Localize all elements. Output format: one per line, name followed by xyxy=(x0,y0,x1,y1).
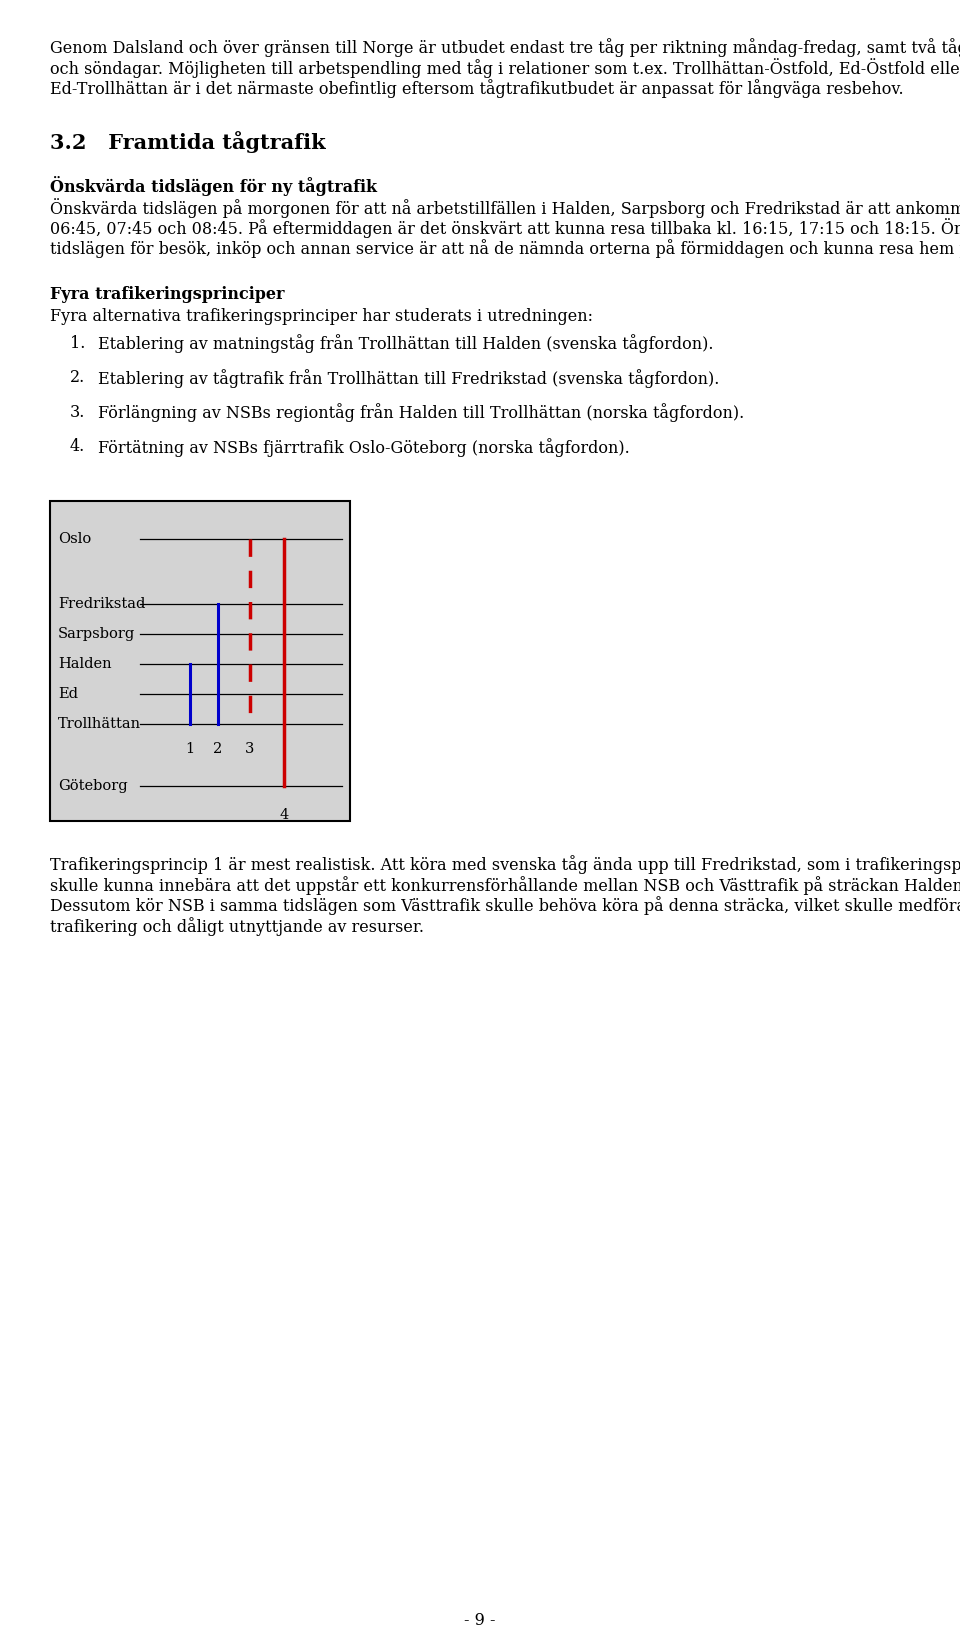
Text: 1: 1 xyxy=(185,741,195,756)
Text: Trafikeringsprincip 1 är mest realistisk. Att köra med svenska tåg ända upp till: Trafikeringsprincip 1 är mest realistisk… xyxy=(50,855,960,875)
Text: Halden: Halden xyxy=(58,657,111,670)
Text: tidslägen för besök, inköp och annan service är att nå de nämnda orterna på förm: tidslägen för besök, inköp och annan ser… xyxy=(50,239,960,258)
Bar xyxy=(50,500,350,821)
Text: - 9 -: - 9 - xyxy=(465,1611,495,1630)
Text: Genom Dalsland och över gränsen till Norge är utbudet endast tre tåg per riktnin: Genom Dalsland och över gränsen till Nor… xyxy=(50,38,960,56)
Text: Dessutom kör NSB i samma tidslägen som Västtrafik skulle behöva köra på denna st: Dessutom kör NSB i samma tidslägen som V… xyxy=(50,896,960,915)
Text: Förlängning av NSBs regiontåg från Halden till Trollhättan (norska tågfordon).: Förlängning av NSBs regiontåg från Halde… xyxy=(98,403,744,423)
Text: 3: 3 xyxy=(246,741,254,756)
Text: Önskvärda tidslägen för ny tågtrafik: Önskvärda tidslägen för ny tågtrafik xyxy=(50,175,377,195)
Text: och söndagar. Möjligheten till arbetspendling med tåg i relationer som t.ex. Tro: och söndagar. Möjligheten till arbetspen… xyxy=(50,58,960,78)
Text: Oslo: Oslo xyxy=(58,532,91,545)
Text: Önskvärda tidslägen på morgonen för att nå arbetstillfällen i Halden, Sarpsborg : Önskvärda tidslägen på morgonen för att … xyxy=(50,198,960,218)
Text: 4: 4 xyxy=(279,807,289,822)
Text: Etablering av matningståg från Trollhättan till Halden (svenska tågfordon).: Etablering av matningståg från Trollhätt… xyxy=(98,335,713,353)
Text: 2.: 2. xyxy=(70,370,85,386)
Text: 1.: 1. xyxy=(70,335,85,352)
Text: Ed-Trollhättan är i det närmaste obefintlig eftersom tågtrafikutbudet är anpassa: Ed-Trollhättan är i det närmaste obefint… xyxy=(50,79,903,97)
Text: skulle kunna innebära att det uppstår ett konkurrensförhållande mellan NSB och V: skulle kunna innebära att det uppstår et… xyxy=(50,877,960,895)
Text: Fyra alternativa trafikeringsprinciper har studerats i utredningen:: Fyra alternativa trafikeringsprinciper h… xyxy=(50,309,593,325)
Text: 06:45, 07:45 och 08:45. På eftermiddagen är det önskvärt att kunna resa tillbaka: 06:45, 07:45 och 08:45. På eftermiddagen… xyxy=(50,218,960,238)
Text: 2: 2 xyxy=(213,741,223,756)
Text: Trollhättan: Trollhättan xyxy=(58,717,141,730)
Text: Förtätning av NSBs fjärrtrafik Oslo-Göteborg (norska tågfordon).: Förtätning av NSBs fjärrtrafik Oslo-Göte… xyxy=(98,438,630,457)
Text: Fyra trafikeringsprinciper: Fyra trafikeringsprinciper xyxy=(50,286,284,302)
Text: 3.2   Framtida tågtrafik: 3.2 Framtida tågtrafik xyxy=(50,132,325,154)
Text: trafikering och dåligt utnyttjande av resurser.: trafikering och dåligt utnyttjande av re… xyxy=(50,916,424,936)
Text: 4.: 4. xyxy=(70,438,85,456)
Text: Ed: Ed xyxy=(58,687,78,700)
Text: Fredrikstad: Fredrikstad xyxy=(58,596,145,611)
Text: Etablering av tågtrafik från Trollhättan till Fredrikstad (svenska tågfordon).: Etablering av tågtrafik från Trollhättan… xyxy=(98,370,719,388)
Text: 3.: 3. xyxy=(70,403,85,421)
Text: Göteborg: Göteborg xyxy=(58,779,128,792)
Text: Sarpsborg: Sarpsborg xyxy=(58,626,135,641)
